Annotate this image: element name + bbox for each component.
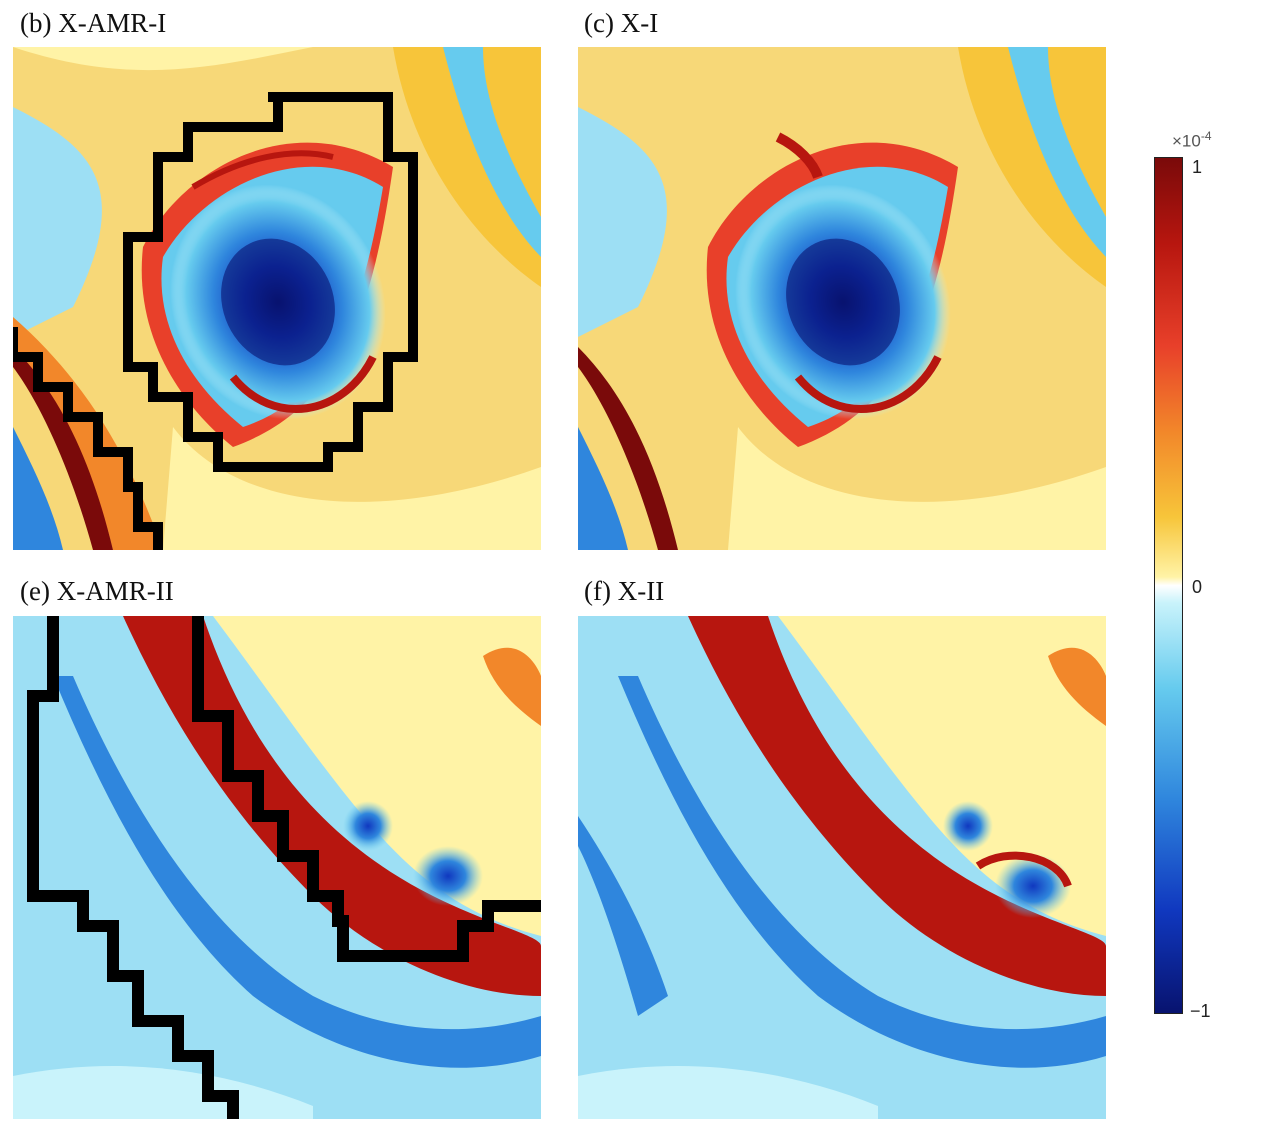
colorbar-multiplier-exp: -4: [1200, 129, 1212, 143]
colorbar-tick-max: 1: [1192, 157, 1203, 177]
colorbar-gradient: [1154, 157, 1183, 1014]
panel-label-e: (e) X-AMR-II: [20, 576, 174, 606]
colorbar-tick-min: −1: [1190, 1001, 1211, 1021]
colorbar-tick-mid: 0: [1192, 577, 1203, 597]
panel-label-f: (f) X-II: [584, 576, 665, 606]
colorbar: ×10-4 1 0 −1: [1140, 130, 1264, 1030]
heatmap-panel-c: [578, 47, 1106, 550]
panel-label-b: (b) X-AMR-I: [20, 8, 167, 38]
colorbar-multiplier-base: ×10: [1172, 131, 1201, 151]
colorbar-multiplier: ×10-4: [1172, 130, 1212, 150]
panel-label-c: (c) X-I: [584, 8, 659, 38]
heatmap-panel-f: [578, 616, 1106, 1119]
heatmap-panel-b: [13, 47, 541, 550]
heatmap-panel-e: [13, 616, 541, 1119]
